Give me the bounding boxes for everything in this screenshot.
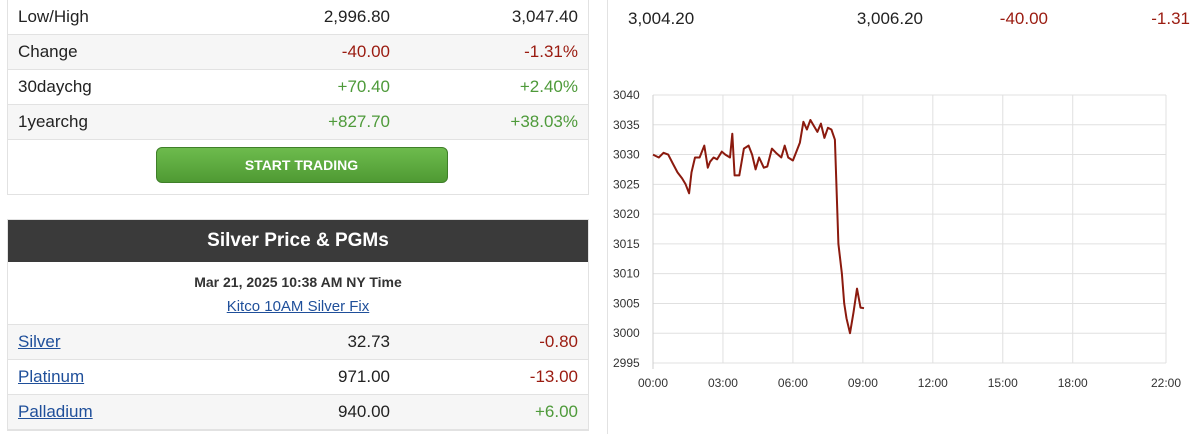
stat-label: Change [18, 42, 78, 61]
gold-price-chart: 2995 3000 3005 3010 3015 3020 3025 3030 3035 3040… [613, 88, 1181, 390]
ask-price: 3,006.20 [856, 9, 923, 28]
metal-change: +6.00 [534, 402, 578, 421]
metal-change: -13.00 [529, 367, 578, 386]
x-tick-label: 06:00 [778, 376, 808, 390]
start-trading-button[interactable]: START TRADING [155, 147, 448, 183]
y-tick-label: 3020 [613, 207, 640, 221]
gold-stat-row: Low/High 2,996.80 3,047.40 [8, 0, 588, 35]
stat-value-secondary: +2.40% [519, 77, 578, 96]
x-tick-label: 22:00 [1151, 376, 1181, 390]
x-tick-label: 12:00 [918, 376, 948, 390]
x-tick-label: 09:00 [848, 376, 878, 390]
gold-stat-row: 30daychg +70.40 +2.40% [8, 70, 588, 105]
stat-label: 30daychg [18, 77, 92, 96]
stat-value: +827.70 [328, 112, 390, 131]
gold-stat-row: 1yearchg +827.70 +38.03% [8, 105, 588, 140]
silver-panel-title: Silver Price & PGMs [8, 220, 588, 262]
stat-label: 1yearchg [18, 112, 88, 131]
quote-change: -40.00 [999, 9, 1048, 28]
silver-fix-link[interactable]: Kitco 10AM Silver Fix [226, 298, 370, 315]
metal-link[interactable]: Palladium [18, 402, 93, 421]
metal-price: 971.00 [338, 367, 390, 386]
stat-value-secondary: -1.31% [524, 42, 578, 61]
x-tick-label: 00:00 [638, 376, 668, 390]
right-panel: 3,004.20 3,006.20 -40.00 -1.31 2995 3000 3… [607, 0, 1200, 434]
stat-value: +70.40 [337, 77, 390, 96]
y-tick-label: 3030 [613, 148, 640, 162]
x-tick-label: 03:00 [708, 376, 738, 390]
y-tick-label: 3000 [613, 326, 640, 340]
left-panel: Low/High 2,996.80 3,047.40 Change -40.00 -1.3… [7, 0, 589, 431]
metal-link[interactable]: Platinum [18, 367, 85, 386]
silver-pgm-panel: Silver Price & PGMs Mar 21, 2025 10:38 A… [7, 219, 589, 431]
stat-value: -40.00 [341, 42, 390, 61]
gold-quote-row: 3,004.20 3,006.20 -40.00 -1.31 [608, 0, 1200, 38]
metal-row: Platinum 971.00 -13.00 [8, 360, 588, 395]
metal-row: Silver 32.73 -0.80 [8, 325, 588, 360]
y-tick-label: 3010 [613, 267, 640, 281]
metal-link[interactable]: Silver [18, 332, 61, 351]
metal-row: Palladium 940.00 +6.00 [8, 395, 588, 430]
x-tick-label: 18:00 [1058, 376, 1088, 390]
metal-price: 32.73 [347, 332, 390, 351]
stat-value-secondary: +38.03% [510, 112, 578, 131]
silver-timestamp-area: Mar 21, 2025 10:38 AM NY Time Kitco 10AM… [8, 262, 588, 325]
gold-stat-row: Change -40.00 -1.31% [8, 35, 588, 70]
stat-value: 2,996.80 [323, 7, 390, 26]
metal-change: -0.80 [539, 332, 578, 351]
metal-price: 940.00 [338, 402, 390, 421]
y-tick-label: 2995 [613, 356, 640, 370]
y-tick-label: 3015 [613, 237, 640, 251]
silver-timestamp: Mar 21, 2025 10:38 AM NY Time [194, 274, 402, 290]
stat-value-secondary: 3,047.40 [511, 7, 578, 26]
silver-rows: Silver 32.73 -0.80 Platinum 971.00 -13.00 Pall… [8, 325, 588, 430]
y-tick-label: 3035 [613, 118, 640, 132]
x-tick-label: 15:00 [988, 376, 1018, 390]
quote-change-percent: -1.31 [1151, 9, 1190, 28]
bid-price: 3,004.20 [628, 9, 695, 28]
y-tick-label: 3005 [613, 296, 640, 310]
gold-stats-table: Low/High 2,996.80 3,047.40 Change -40.00 -1.3… [7, 0, 589, 195]
y-tick-label: 3040 [613, 88, 640, 102]
stat-label: Low/High [18, 7, 89, 26]
price-line [652, 119, 865, 335]
y-tick-label: 3025 [613, 177, 640, 191]
